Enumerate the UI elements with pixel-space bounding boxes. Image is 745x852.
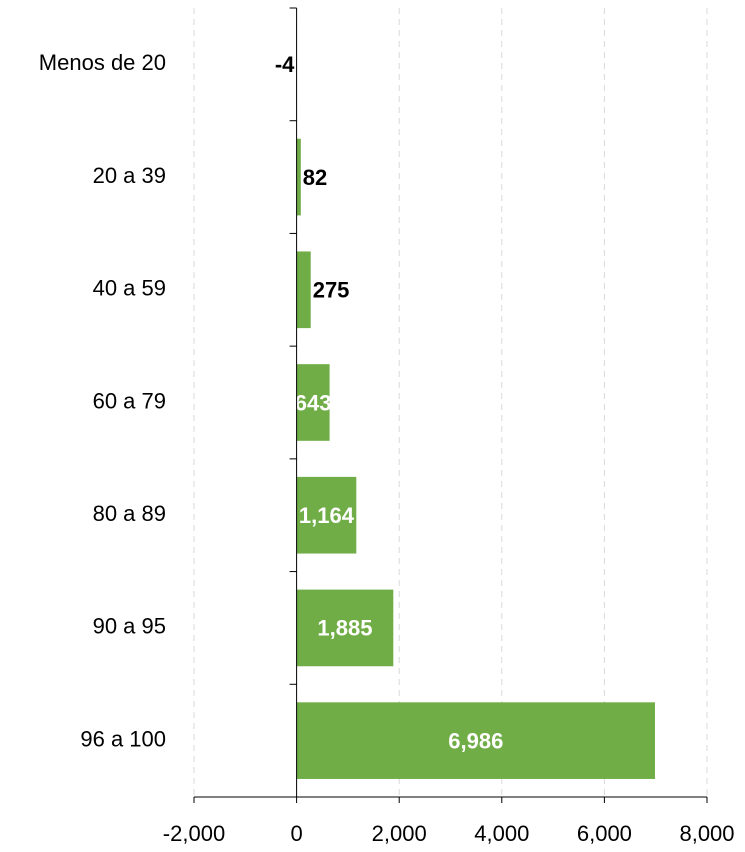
x-tick-label: -2,000: [163, 821, 225, 846]
y-tick-label: 20 a 39: [93, 163, 166, 188]
value-label: 1,164: [299, 503, 355, 528]
y-tick-label: Menos de 20: [39, 50, 166, 75]
bar: [296, 251, 311, 329]
y-tick-label: 80 a 89: [93, 501, 166, 526]
value-label: 82: [303, 165, 327, 190]
x-tick-label: 4,000: [474, 821, 529, 846]
bar: [296, 364, 330, 441]
x-tick-label: 8,000: [679, 821, 734, 846]
value-label: 643: [295, 390, 332, 415]
x-tick-label: 2,000: [372, 821, 427, 846]
bar: [296, 702, 655, 779]
y-tick-label: 40 a 59: [93, 276, 166, 301]
value-label: 275: [313, 278, 350, 303]
value-label: 6,986: [448, 728, 503, 753]
y-tick-label: 60 a 79: [93, 388, 166, 413]
x-tick-label: 6,000: [577, 821, 632, 846]
bar: [296, 589, 394, 667]
x-tick-label: 0: [290, 821, 302, 846]
bar: [296, 138, 301, 216]
value-label: 1,885: [317, 616, 372, 641]
bar: [296, 476, 357, 554]
value-label: -4: [275, 52, 295, 77]
y-tick-label: 90 a 95: [93, 614, 166, 639]
y-tick-label: 96 a 100: [80, 726, 166, 751]
